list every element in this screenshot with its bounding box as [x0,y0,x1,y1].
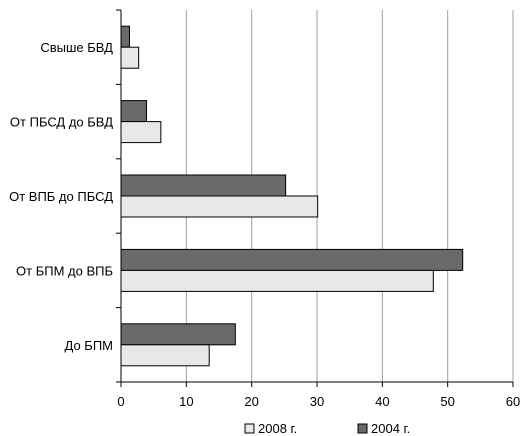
bar-2008 [120,121,162,144]
x-tick-label: 0 [117,394,124,409]
bar-2004 [120,25,130,48]
x-tick-label: 30 [310,394,324,409]
bar-2004 [120,323,236,346]
legend-label: 2004 г. [371,421,410,436]
bar-2008 [120,269,434,292]
x-tick-label: 10 [179,394,193,409]
bar-2008 [120,195,319,218]
category-label: До БПМ [65,338,114,353]
bar-2004 [120,174,287,197]
legend-label: 2008 г. [258,421,297,436]
x-tick-label: 40 [375,394,389,409]
legend-swatch [357,423,368,434]
legend-swatch [244,423,255,434]
category-label: От ВПБ до ПБСД [9,189,113,204]
bar-2008 [120,344,210,367]
x-tick-label: 60 [506,394,520,409]
bar-2004 [120,100,147,123]
x-tick-label: 20 [244,394,258,409]
category-label: От ПБСД до БВД [10,115,113,130]
bar-2008 [120,46,140,69]
category-label: От БПМ до ВПБ [16,263,113,278]
bar-2004 [120,248,464,271]
category-label: Свыше БВД [40,40,113,55]
x-tick-label: 50 [440,394,454,409]
